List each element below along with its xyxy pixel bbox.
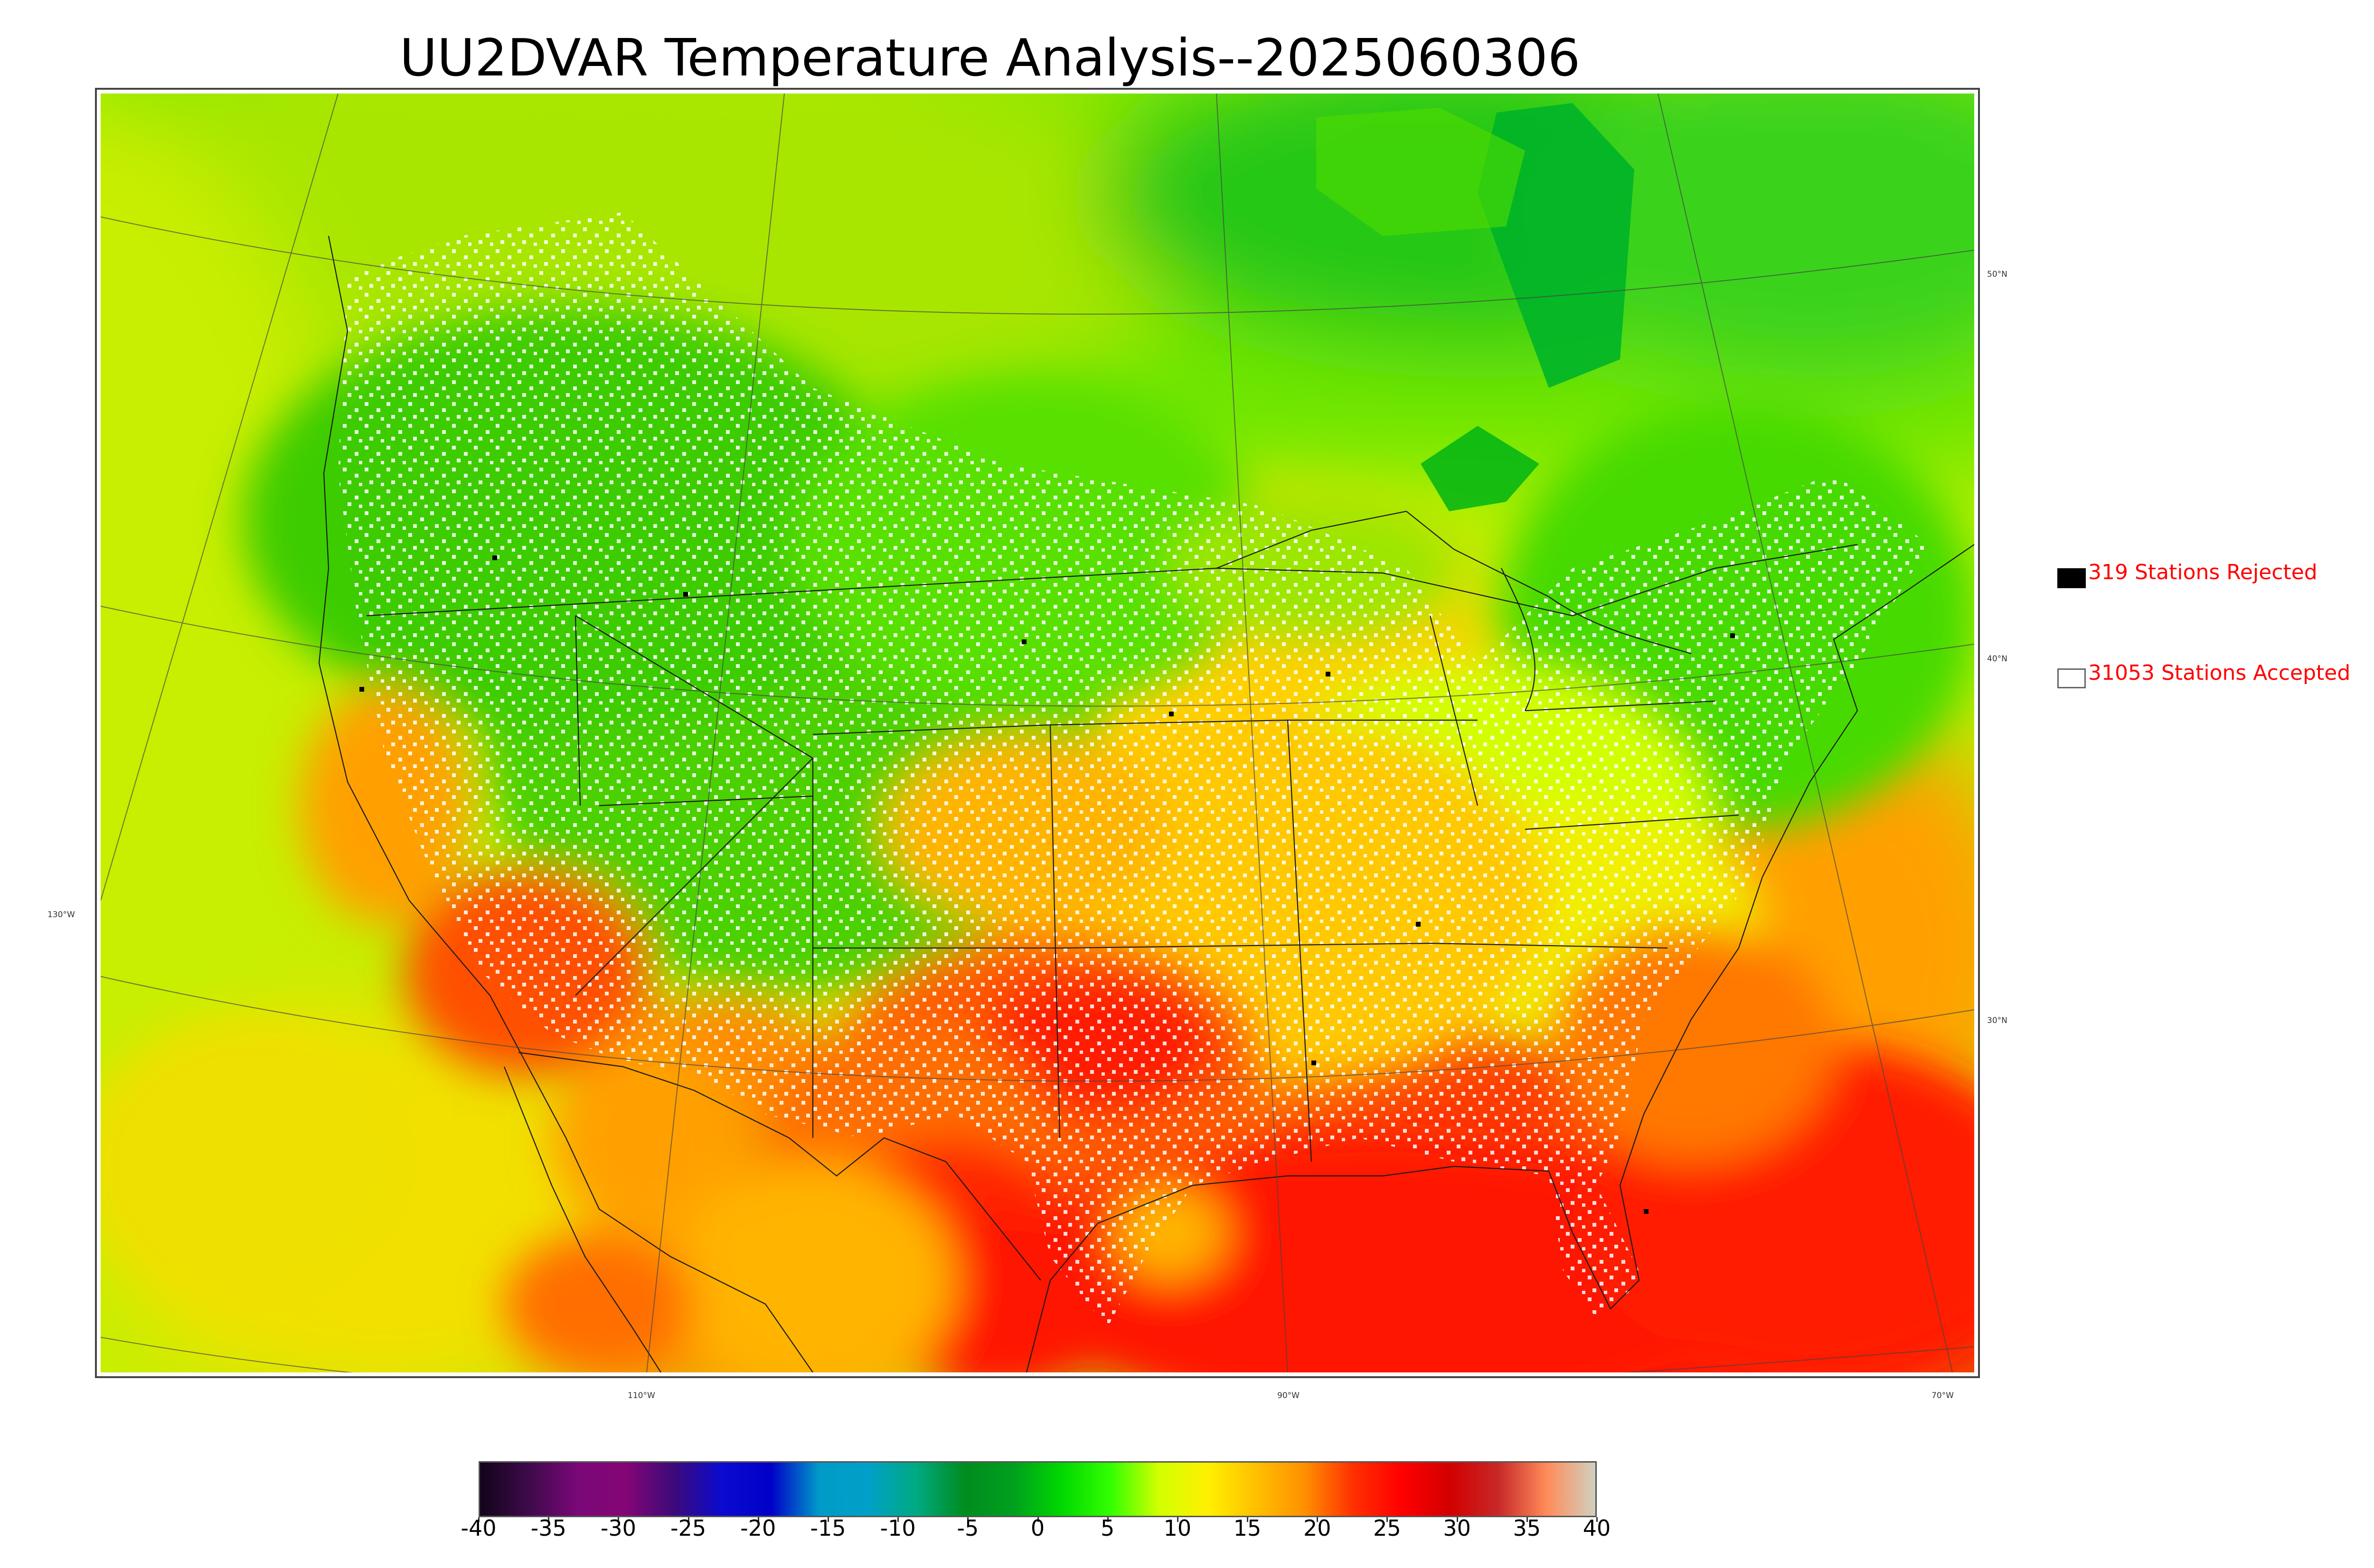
- coastlines-and-borders: [318, 235, 1974, 1372]
- lon-label-70w: 70°W: [1931, 1391, 1954, 1400]
- colorbar-tick-label: -25: [670, 1515, 707, 1541]
- colorbar-tick-mark: [688, 1517, 689, 1522]
- colorbar-tick-label: -15: [810, 1515, 846, 1541]
- lon-label-110w: 110°W: [628, 1391, 655, 1400]
- lon-label-90w: 90°W: [1277, 1391, 1300, 1400]
- colorbar-tick-mark: [1596, 1517, 1598, 1522]
- colorbar-tick-label: -10: [880, 1515, 916, 1541]
- colorbar-tick-label: 0: [1030, 1515, 1045, 1541]
- lat-label-50n: 50°N: [1987, 270, 2007, 279]
- colorbar-tick-label: 5: [1101, 1515, 1115, 1541]
- map-title: UU2DVAR Temperature Analysis--2025060306: [399, 28, 1581, 88]
- colorbar-tick-mark: [1317, 1517, 1319, 1522]
- colorbar-tick-label: 10: [1163, 1515, 1192, 1541]
- colorbar-tick-mark: [1037, 1517, 1039, 1522]
- colorbar-tick-label: 35: [1513, 1515, 1541, 1541]
- colorbar-tick-mark: [1386, 1517, 1388, 1522]
- colorbar-tick-label: -20: [740, 1515, 776, 1541]
- colorbar-tick-label: -35: [530, 1515, 566, 1541]
- temperature-map: [101, 94, 1974, 1372]
- station-markers: [338, 212, 1929, 1328]
- colorbar-tick-mark: [967, 1517, 969, 1522]
- colorbar-tick-mark: [897, 1517, 899, 1522]
- colorbar-tick-mark: [618, 1517, 620, 1522]
- colorbar-tick-mark: [1526, 1517, 1528, 1522]
- rejected-swatch: [2057, 568, 2086, 588]
- graticule: [101, 94, 1974, 1372]
- lat-label-40n: 40°N: [1987, 654, 2007, 664]
- colorbar-tick-mark: [827, 1517, 829, 1522]
- colorbar-tick-mark: [478, 1517, 480, 1522]
- colorbar-tick-mark: [1456, 1517, 1458, 1522]
- temperature-colorbar: [479, 1461, 1597, 1517]
- colorbar-tick-label: -40: [461, 1515, 497, 1541]
- accepted-label: 31053 Stations Accepted: [2088, 661, 2351, 685]
- colorbar-tick-label: 40: [1583, 1515, 1611, 1541]
- colorbar-tick-label: 30: [1443, 1515, 1471, 1541]
- colorbar-tick-label: -5: [957, 1515, 979, 1541]
- colorbar-tick-mark: [1177, 1517, 1178, 1522]
- rejected-label: 319 Stations Rejected: [2088, 560, 2317, 584]
- colorbar-tick-label: -30: [600, 1515, 636, 1541]
- colorbar-tick-mark: [1107, 1517, 1109, 1522]
- colorbar-tick-mark: [757, 1517, 759, 1522]
- lat-label-30n: 30°N: [1987, 1016, 2007, 1025]
- colorbar-tick-label: 25: [1373, 1515, 1401, 1541]
- colorbar-tick-label: 20: [1303, 1515, 1331, 1541]
- colorbar-tick-label: 15: [1233, 1515, 1262, 1541]
- lon-label-130w: 130°W: [47, 910, 75, 920]
- colorbar-tick-mark: [1247, 1517, 1249, 1522]
- accepted-swatch: [2057, 668, 2086, 688]
- colorbar-tick-mark: [548, 1517, 550, 1522]
